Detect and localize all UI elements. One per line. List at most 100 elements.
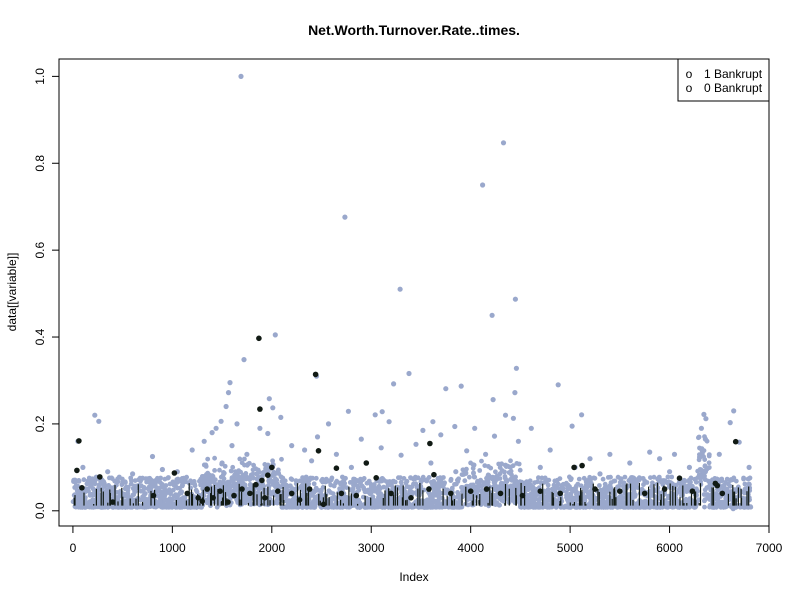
data-point — [426, 498, 432, 503]
data-point — [274, 481, 280, 486]
data-point — [328, 482, 334, 488]
x-tick-label: 1000 — [159, 541, 186, 555]
data-point — [308, 475, 313, 481]
data-point — [497, 485, 503, 491]
point-non-bankrupt — [159, 466, 165, 473]
data-point — [701, 454, 706, 460]
data-point — [227, 485, 233, 490]
data-point — [683, 504, 689, 510]
data-point — [530, 484, 536, 490]
data-point — [411, 476, 416, 482]
point-bankrupt — [483, 486, 490, 492]
data-point — [166, 487, 172, 493]
data-point — [741, 475, 746, 481]
point-non-bankrupt — [701, 411, 707, 417]
point-non-bankrupt — [201, 438, 207, 444]
data-point — [262, 468, 268, 474]
data-point — [532, 495, 538, 500]
data-point — [282, 478, 288, 484]
data-point — [702, 487, 708, 493]
data-point — [467, 474, 472, 480]
point-non-bankrupt — [703, 416, 709, 422]
data-point — [147, 479, 153, 485]
point-bankrupt — [714, 482, 721, 489]
data-point — [210, 473, 215, 479]
x-tick-label: 0 — [70, 541, 77, 555]
data-point — [504, 477, 509, 483]
data-point — [200, 483, 206, 489]
data-point — [381, 484, 387, 490]
x-tick-label: 4000 — [457, 541, 484, 555]
chart-title: Net.Worth.Turnover.Rate..times. — [308, 22, 520, 38]
point-non-bankrupt — [139, 475, 146, 481]
point-bankrupt — [519, 492, 526, 499]
point-non-bankrupt — [746, 464, 752, 470]
data-point — [380, 504, 386, 510]
point-non-bankrupt — [257, 425, 263, 431]
data-point — [628, 476, 633, 482]
data-point — [283, 494, 289, 500]
data-point — [303, 474, 309, 480]
point-non-bankrupt — [342, 214, 348, 220]
data-point — [621, 500, 627, 505]
data-point — [620, 495, 625, 501]
data-point — [746, 481, 752, 487]
point-bankrupt — [312, 371, 319, 378]
data-point — [251, 462, 256, 468]
point-non-bankrupt — [547, 447, 553, 453]
data-point — [686, 482, 692, 488]
point-bankrupt — [408, 495, 414, 501]
data-point — [581, 475, 587, 481]
data-point — [299, 478, 305, 484]
data-point — [398, 479, 404, 485]
point-non-bankrupt — [510, 415, 516, 421]
point-non-bankrupt — [227, 380, 233, 386]
data-point — [350, 486, 356, 492]
data-point — [76, 494, 82, 499]
data-point — [262, 462, 268, 467]
data-point — [81, 477, 87, 483]
legend-symbol-1: o — [686, 67, 693, 81]
data-point — [130, 492, 136, 498]
data-point — [392, 504, 397, 510]
point-non-bankrupt — [528, 425, 534, 431]
data-point — [361, 476, 367, 481]
data-point — [356, 497, 361, 503]
data-point — [449, 504, 455, 510]
data-point — [138, 488, 144, 494]
point-non-bankrupt — [391, 381, 397, 387]
data-point — [471, 474, 477, 480]
point-bankrupt — [199, 498, 205, 505]
data-point — [270, 458, 275, 464]
legend: o 1 Bankrupt o 0 Bankrupt — [677, 58, 770, 102]
data-point — [378, 500, 383, 506]
data-point — [615, 504, 621, 510]
data-point — [256, 486, 262, 492]
data-point — [79, 501, 85, 507]
point-non-bankrupt — [420, 427, 426, 433]
data-point — [119, 482, 125, 488]
data-point — [463, 470, 469, 476]
data-point — [158, 475, 164, 481]
data-point — [158, 494, 164, 500]
point-bankrupt — [262, 495, 268, 501]
data-points — [74, 73, 752, 512]
point-non-bankrupt — [458, 383, 464, 389]
data-point — [618, 476, 624, 482]
data-point — [164, 497, 169, 503]
point-bankrupt — [617, 488, 623, 495]
point-bankrupt — [97, 474, 103, 480]
data-point — [237, 481, 243, 487]
data-point — [745, 496, 751, 502]
data-point — [123, 504, 128, 510]
data-point — [533, 491, 538, 497]
point-non-bankrupt — [647, 449, 653, 455]
data-point — [688, 475, 694, 481]
data-point — [203, 464, 209, 469]
point-bankrupt — [195, 495, 201, 501]
data-point — [536, 475, 541, 481]
point-non-bankrupt — [512, 390, 518, 396]
point-non-bankrupt — [472, 425, 478, 431]
data-point — [506, 484, 512, 490]
point-bankrupt — [210, 495, 216, 501]
